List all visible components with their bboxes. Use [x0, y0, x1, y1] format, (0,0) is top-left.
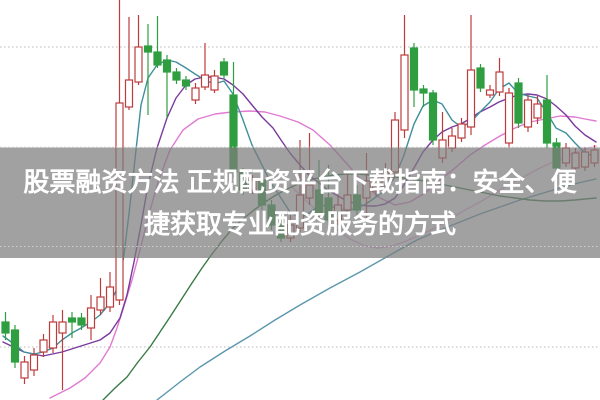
candle-body: [476, 67, 485, 89]
candle-body: [409, 47, 419, 91]
candle-body: [485, 89, 495, 96]
candle-body: [457, 123, 466, 139]
candle-body: [191, 87, 200, 101]
candle-body: [96, 296, 105, 311]
candle-body: [447, 135, 457, 149]
candle-body: [86, 307, 96, 329]
candle-body: [105, 286, 115, 308]
candle-body: [124, 79, 134, 108]
candle-body: [219, 61, 229, 76]
candle-body: [210, 75, 219, 91]
candle-body: [419, 88, 428, 94]
candle-body: [29, 354, 39, 371]
candle-body: [542, 99, 552, 144]
title-band: [0, 147, 600, 258]
headline-overlay: 股票融资方法 正规配资平台下载指南：安全、便 捷获取专业配资服务的方式: [0, 148, 600, 259]
candle-body: [514, 82, 523, 124]
candle-body: [134, 46, 143, 83]
candle-body: [48, 321, 58, 349]
candle-body: [77, 317, 86, 326]
headline-line-1: 股票融资方法 正规配资平台下载指南：安全、便: [23, 166, 577, 197]
candle-body: [10, 329, 20, 363]
candle-body: [1, 321, 10, 334]
candle-body: [533, 103, 542, 119]
candle-body: [153, 51, 162, 66]
candle-body: [181, 79, 191, 87]
candle-body: [39, 339, 48, 353]
candle-body: [495, 71, 504, 93]
candle-body: [162, 59, 172, 73]
candle-body: [67, 317, 77, 323]
candle-body: [466, 69, 476, 128]
candle-body: [400, 54, 409, 131]
candle-body: [172, 71, 181, 81]
candle-body: [200, 74, 210, 88]
candle-body: [523, 99, 533, 128]
headline-line-2: 捷获取专业配资服务的方式: [143, 208, 456, 239]
candle-body: [143, 45, 153, 53]
candle-body: [428, 92, 438, 141]
candle-body: [20, 361, 29, 379]
candle-body: [58, 321, 67, 334]
candle-body: [504, 92, 514, 144]
